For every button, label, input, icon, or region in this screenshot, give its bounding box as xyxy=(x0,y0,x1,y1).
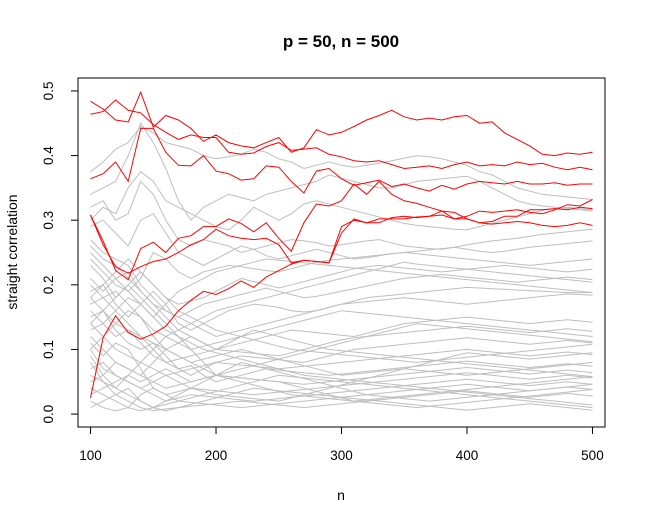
background-series-line-26 xyxy=(90,387,593,412)
chart-title: p = 50, n = 500 xyxy=(283,32,399,51)
highlighted-series-group xyxy=(90,90,593,399)
y-tick-label: 0.4 xyxy=(41,146,56,165)
x-tick-label: 100 xyxy=(79,448,102,463)
background-series-line-13 xyxy=(90,310,593,376)
highlighted-series-line-3 xyxy=(90,127,593,194)
background-series-line-16 xyxy=(90,336,593,389)
highlighted-series-line-6 xyxy=(90,206,593,399)
y-tick-label: 0.5 xyxy=(41,82,56,101)
background-series-line-31 xyxy=(90,252,593,318)
background-series-line-30 xyxy=(90,258,593,363)
background-series-line-4 xyxy=(90,180,593,254)
y-tick-label: 0.2 xyxy=(41,275,56,294)
background-series-group xyxy=(90,122,593,412)
highlighted-series-line-2 xyxy=(90,99,593,171)
highlighted-series-line-4 xyxy=(90,180,593,281)
x-tick-label: 500 xyxy=(581,448,604,463)
background-series-line-21 xyxy=(90,284,593,406)
background-series-line-28 xyxy=(90,352,593,402)
y-tick-label: 0.3 xyxy=(41,211,56,230)
background-series-line-2 xyxy=(90,122,593,221)
x-tick-label: 200 xyxy=(205,448,228,463)
x-axis-label: n xyxy=(337,487,345,503)
background-series-line-23 xyxy=(90,239,593,325)
plot-frame xyxy=(77,77,606,428)
background-series-line-25 xyxy=(90,368,593,409)
y-tick-label: 0.1 xyxy=(41,340,56,359)
background-series-line-27 xyxy=(90,310,593,389)
background-series-line-7 xyxy=(90,264,593,305)
background-series-line-11 xyxy=(90,290,593,351)
x-tick-label: 300 xyxy=(330,448,353,463)
background-series-line-12 xyxy=(90,310,593,363)
background-series-line-34 xyxy=(90,361,593,412)
background-series-line-17 xyxy=(90,342,593,396)
background-series-line-22 xyxy=(90,245,593,378)
y-axis: 0.0 0.1 0.2 0.3 0.4 0.5 xyxy=(41,82,79,424)
y-axis-label: straight correlation xyxy=(4,194,20,309)
highlighted-series-line-5 xyxy=(90,214,593,274)
background-series-line-33 xyxy=(90,322,593,376)
background-series-line-32 xyxy=(90,284,593,402)
highlighted-series-line-1 xyxy=(90,90,593,157)
background-series-line-1 xyxy=(90,125,593,200)
background-series-line-6 xyxy=(90,251,593,292)
background-series-line-20 xyxy=(90,362,593,412)
y-tick-label: 0.0 xyxy=(41,405,56,424)
background-series-line-3 xyxy=(90,170,593,231)
x-axis: 100 200 300 400 500 xyxy=(79,426,604,463)
background-series-line-5 xyxy=(90,213,593,266)
x-tick-label: 400 xyxy=(456,448,479,463)
background-series-line-15 xyxy=(90,309,593,383)
background-series-line-29 xyxy=(90,374,593,412)
